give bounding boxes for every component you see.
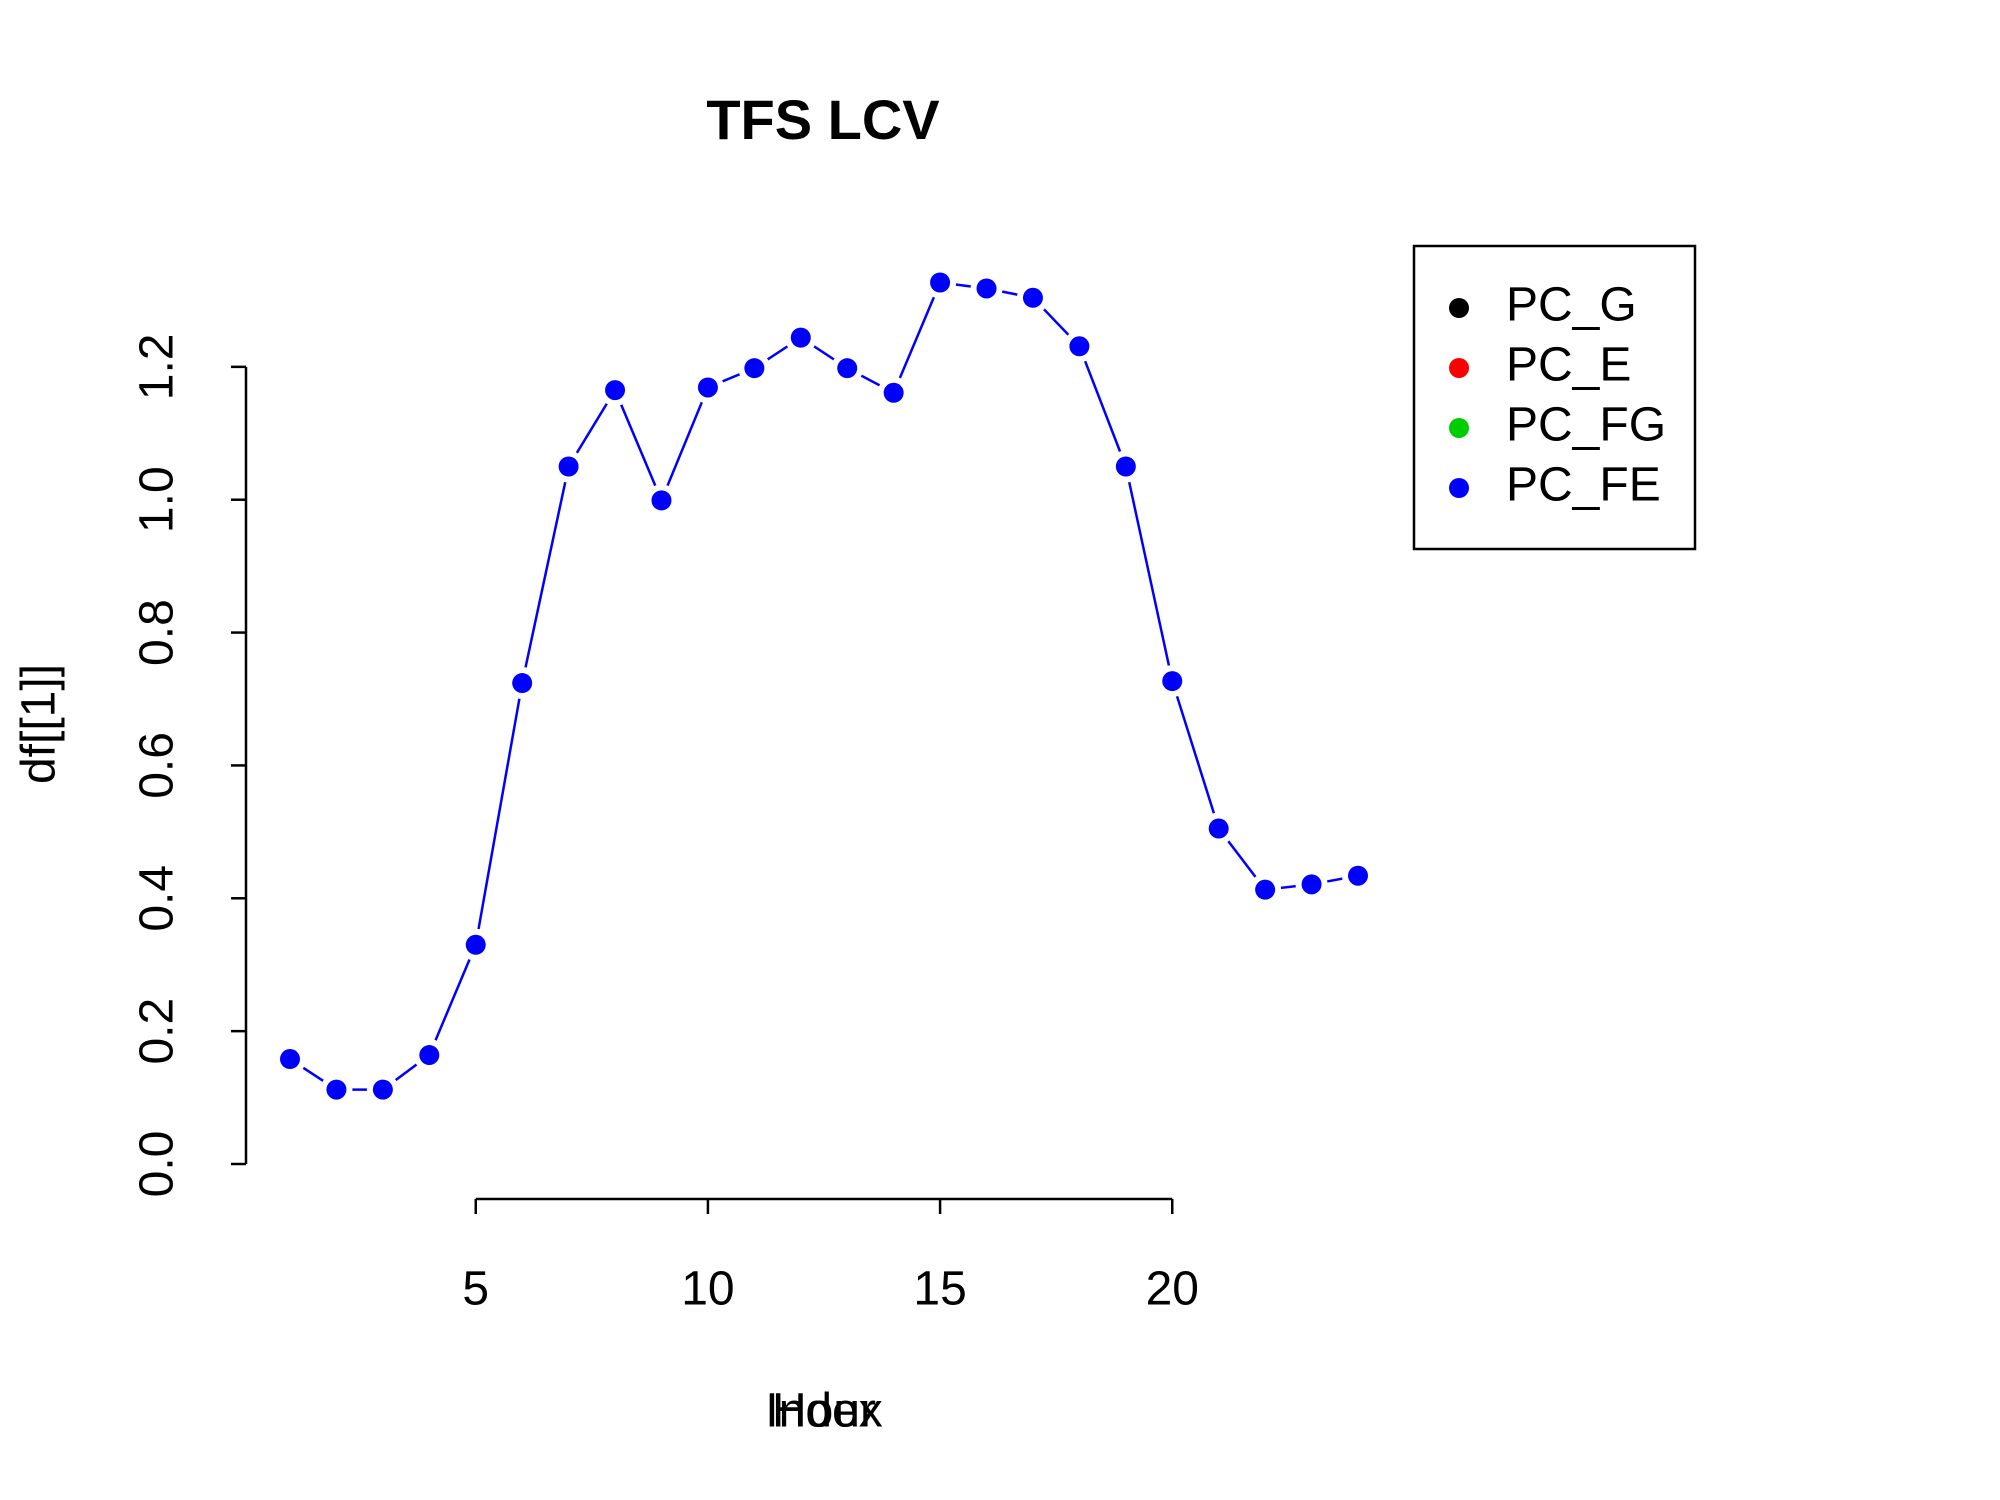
x-axis-label: Index: [765, 1385, 882, 1438]
legend-marker: [1449, 478, 1469, 498]
data-point: [1109, 450, 1142, 483]
legend-label: PC_G: [1506, 279, 1637, 332]
legend-label: PC_FE: [1506, 459, 1661, 512]
y-tick-label: 0.2: [131, 998, 184, 1065]
data-point: [970, 272, 1003, 305]
legend-marker: [1449, 298, 1469, 318]
data-point: [1156, 665, 1189, 698]
data-point: [1249, 873, 1282, 906]
data-point: [366, 1073, 399, 1106]
y-tick-label: 1.0: [131, 466, 184, 533]
data-point: [599, 374, 632, 407]
y-tick-label: 0.4: [131, 865, 184, 932]
y-tick-label: 0.6: [131, 732, 184, 799]
y-axis-label: df[[1]]: [13, 664, 66, 784]
data-point: [784, 321, 817, 354]
data-point: [1016, 281, 1049, 314]
x-tick-label: 15: [913, 1263, 966, 1316]
x-tick-label: 20: [1146, 1263, 1199, 1316]
x-tick-label: 5: [462, 1263, 489, 1316]
legend-label: PC_E: [1506, 339, 1631, 392]
y-tick-label: 1.2: [131, 333, 184, 400]
data-point: [506, 667, 539, 700]
y-tick-label: 0.8: [131, 599, 184, 666]
data-point: [1202, 812, 1235, 845]
chart-title: TFS LCV: [706, 88, 939, 151]
x-tick-label: 10: [681, 1263, 734, 1316]
legend-box: [1412, 244, 1697, 551]
y-tick-label: 0.0: [131, 1131, 184, 1198]
data-point: [1295, 868, 1328, 901]
x-axis-label: Hour: [772, 1385, 876, 1438]
data-point: [320, 1073, 353, 1106]
data-point: [738, 352, 771, 385]
data-point: [877, 376, 910, 409]
legend-marker: [1449, 418, 1469, 438]
data-point: [413, 1039, 446, 1072]
legend-marker: [1449, 358, 1469, 378]
data-point: [1063, 330, 1096, 363]
data-point: [924, 266, 957, 299]
data-point: [552, 450, 585, 483]
data-point: [274, 1043, 306, 1076]
data-point: [1342, 859, 1374, 892]
series-line: [289, 281, 1359, 1091]
data-point: [459, 928, 492, 961]
data-point: [831, 352, 864, 385]
data-point: [645, 484, 678, 517]
data-point: [691, 371, 724, 404]
legend-label: PC_FG: [1506, 399, 1666, 452]
